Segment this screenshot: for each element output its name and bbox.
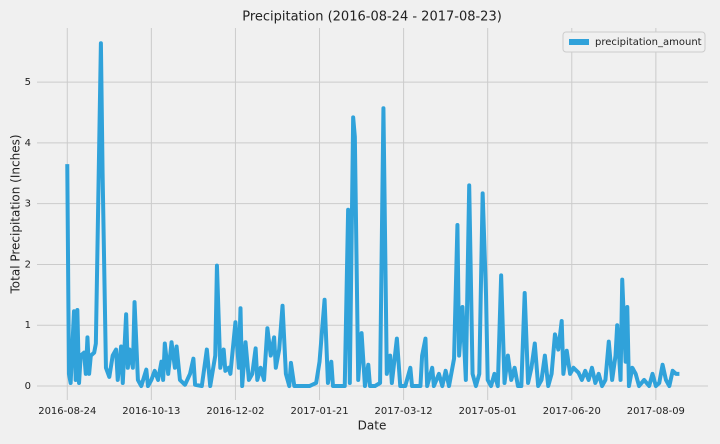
x-tick-label: 2017-01-21 (290, 406, 348, 417)
chart-title: Precipitation (2016-08-24 - 2017-08-23) (242, 10, 502, 25)
x-tick-label: 2016-10-13 (122, 406, 180, 417)
x-tick-label: 2017-05-01 (459, 406, 517, 417)
x-tick-label: 2017-03-12 (375, 406, 433, 417)
x-tick-label: 2016-08-24 (38, 406, 96, 417)
y-tick-label: 5 (25, 77, 31, 88)
y-tick-label: 4 (25, 138, 31, 149)
y-tick-label: 2 (25, 259, 31, 270)
legend-label: precipitation_amount (595, 37, 702, 48)
legend-box (562, 31, 706, 53)
legend-swatch (569, 39, 589, 45)
y-tick-label: 1 (25, 320, 31, 331)
y-axis-label: Total Precipitation (Inches) (9, 134, 23, 294)
x-tick-label: 2017-06-20 (543, 406, 601, 417)
y-tick-label: 3 (25, 199, 31, 210)
x-tick-label: 2016-12-02 (206, 406, 264, 417)
x-axis-label: Date (358, 419, 387, 433)
data-line (65, 41, 680, 389)
x-tick-label: 2017-08-09 (627, 406, 685, 417)
y-tick-label: 0 (25, 381, 31, 392)
